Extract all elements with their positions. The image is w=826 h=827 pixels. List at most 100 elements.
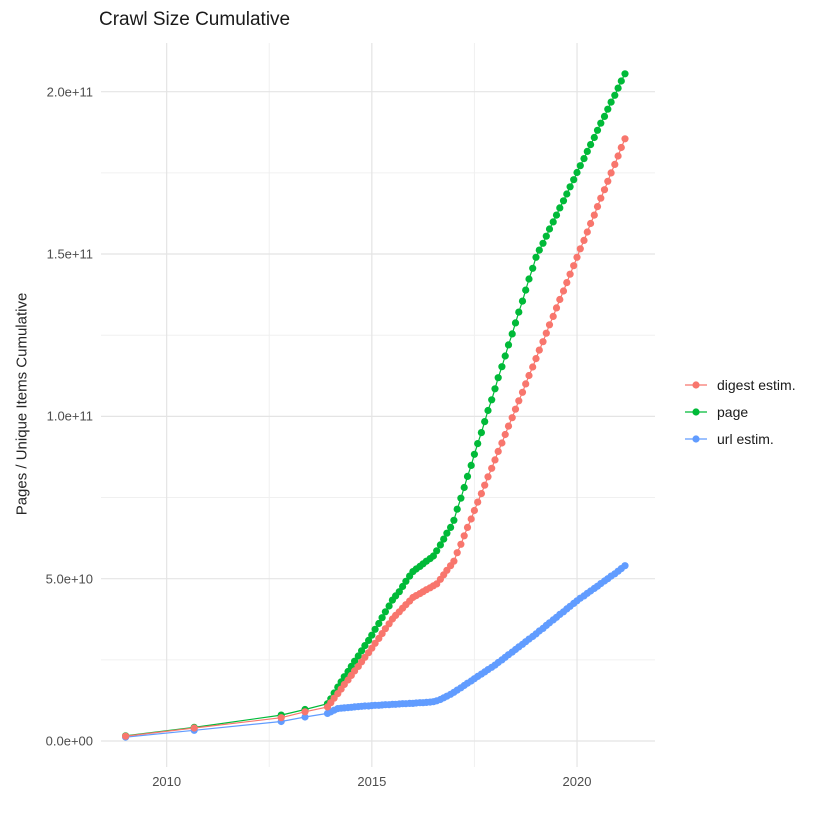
data-point <box>539 338 547 346</box>
data-point <box>573 253 581 261</box>
data-point <box>440 535 448 543</box>
data-point <box>545 321 554 329</box>
data-point <box>484 406 492 415</box>
data-point <box>587 219 595 228</box>
data-point <box>190 724 198 732</box>
data-point <box>491 385 499 393</box>
data-point <box>501 352 509 360</box>
data-point <box>529 264 537 272</box>
data-point <box>498 439 506 447</box>
data-point <box>559 197 568 205</box>
data-point <box>477 429 485 437</box>
data-point <box>301 713 309 721</box>
data-point <box>525 275 533 283</box>
data-point <box>621 70 629 78</box>
data-point <box>508 330 516 338</box>
data-point <box>587 141 595 149</box>
data-point <box>436 541 444 549</box>
data-point <box>542 232 550 240</box>
data-point <box>447 523 455 532</box>
data-point <box>481 481 489 489</box>
data-point <box>563 190 571 198</box>
data-point <box>511 319 520 327</box>
data-point <box>504 341 513 349</box>
data-point <box>429 552 437 560</box>
data-point <box>467 461 475 469</box>
data-point <box>535 346 543 354</box>
data-point <box>611 91 619 99</box>
data-point <box>511 405 520 413</box>
data-point <box>556 295 564 304</box>
data-point <box>433 547 441 555</box>
data-point <box>607 98 615 106</box>
data-point <box>576 162 584 170</box>
data-point <box>277 714 285 722</box>
data-point <box>535 246 543 254</box>
series-digest-estim <box>122 135 629 740</box>
data-point <box>501 430 509 439</box>
data-point <box>402 577 410 585</box>
data-point <box>597 194 605 202</box>
data-point <box>491 456 499 464</box>
data-point <box>566 270 574 278</box>
data-point <box>539 239 547 247</box>
y-axis-title: Pages / Unique Items Cumulative <box>13 292 31 516</box>
data-point <box>611 160 619 168</box>
data-point <box>570 262 578 270</box>
data-point <box>494 374 502 382</box>
data-point <box>453 505 461 513</box>
data-point <box>498 363 506 371</box>
x-tick-label: 2015 <box>357 774 387 789</box>
data-point <box>515 308 523 316</box>
data-point <box>371 639 379 647</box>
data-point <box>463 472 472 480</box>
data-point <box>580 236 588 244</box>
data-point <box>358 647 366 655</box>
data-point <box>395 588 403 596</box>
legend-item-page: page <box>683 404 796 420</box>
data-point <box>481 418 489 426</box>
data-point <box>552 211 561 219</box>
data-point <box>621 135 629 143</box>
data-point <box>443 529 451 537</box>
y-tick-label: 1.5e+11 <box>46 246 93 262</box>
data-point <box>542 329 550 337</box>
data-point <box>351 657 359 665</box>
data-point <box>617 77 625 85</box>
data-point <box>529 363 537 371</box>
data-point <box>552 304 561 312</box>
legend-label-page: page <box>717 404 749 420</box>
data-point <box>614 152 622 160</box>
data-point <box>532 253 540 261</box>
data-point <box>385 602 393 610</box>
data-point <box>515 397 523 405</box>
data-point <box>525 371 533 380</box>
y-tick-label: 0.0e+00 <box>45 733 93 749</box>
y-tick-label: 2.0e+11 <box>46 84 93 100</box>
data-point <box>549 312 557 320</box>
data-point <box>453 549 461 557</box>
series-url-estim <box>122 562 629 741</box>
data-point <box>463 523 472 532</box>
data-point <box>504 422 513 430</box>
data-point <box>583 147 591 155</box>
data-point <box>583 228 591 236</box>
x-tick-label: 2010 <box>152 774 182 789</box>
data-point <box>621 562 629 570</box>
data-point <box>354 652 362 660</box>
legend-item-digest-estim: digest estim. <box>683 377 796 393</box>
data-point <box>381 608 389 616</box>
data-point <box>457 494 465 502</box>
data-point <box>488 396 496 404</box>
data-point <box>604 177 612 185</box>
data-point <box>617 143 625 152</box>
legend-label-digest-estim: digest estim. <box>717 377 796 393</box>
data-point <box>573 168 581 177</box>
data-point <box>361 642 369 650</box>
data-point <box>494 447 502 455</box>
y-tick-label: 1.0e+11 <box>46 408 93 424</box>
data-point <box>378 614 386 622</box>
data-point <box>381 625 389 633</box>
